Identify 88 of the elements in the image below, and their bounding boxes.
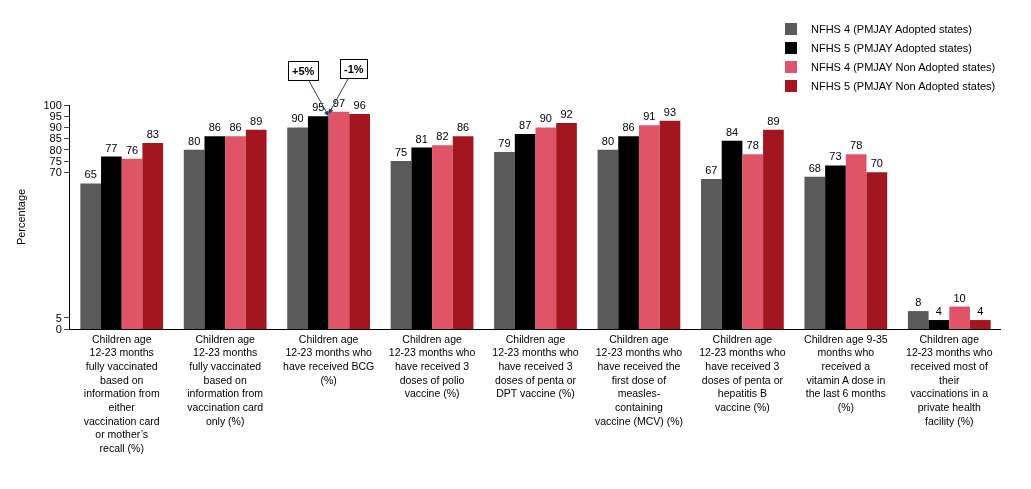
bar xyxy=(597,149,619,329)
bar xyxy=(556,122,577,329)
data-label: 75 xyxy=(394,146,408,158)
data-label: 81 xyxy=(415,132,428,145)
x-tick-label: Children age 12-23 months fully vaccinated based on information from vaccination card only (%) xyxy=(187,332,264,427)
y-tick-label: 75 xyxy=(49,154,62,167)
y-tick-label: 100 xyxy=(43,98,62,111)
bar xyxy=(659,120,681,329)
legend-label: NFHS 5 (PMJAY Non Adopted states) xyxy=(811,80,996,93)
data-label: 79 xyxy=(498,137,511,150)
y-tick-label: 0 xyxy=(55,322,62,335)
data-label: 67 xyxy=(705,163,718,176)
data-label: 92 xyxy=(560,107,573,120)
bar xyxy=(742,154,764,329)
bar xyxy=(142,143,164,329)
data-label: 78 xyxy=(746,139,759,152)
x-tick-label: Children age 12-23 months who have received the first dose of measles-containing vaccine (MCV) (%) xyxy=(594,332,683,427)
bar xyxy=(949,306,970,329)
data-label: 68 xyxy=(808,161,821,174)
data-label: 65 xyxy=(84,168,97,181)
x-tick-label: Children age 12-23 months who have received BCG (%) xyxy=(283,332,375,386)
y-tick-label: 5 xyxy=(55,311,62,324)
bar xyxy=(494,152,515,329)
legend-label: NFHS 4 (PMJAY Non Adopted states) xyxy=(811,61,996,74)
data-label: 86 xyxy=(622,121,635,134)
data-label: 4 xyxy=(935,305,942,318)
bar xyxy=(845,154,867,329)
bar xyxy=(432,145,453,329)
x-tick-label: Children age 12-23 months who have received 3 doses of penta or DPT vaccine (%) xyxy=(492,332,579,400)
data-label: 78 xyxy=(850,139,863,152)
y-tick-label: 80 xyxy=(49,143,62,156)
data-label: 86 xyxy=(208,121,221,134)
bar xyxy=(804,176,826,329)
data-label: 89 xyxy=(767,114,780,127)
bar xyxy=(121,158,143,329)
y-tick-label: 85 xyxy=(49,132,62,145)
data-label: 80 xyxy=(188,134,201,147)
data-label: 87 xyxy=(519,119,532,132)
data-label: 70 xyxy=(870,157,883,170)
bar xyxy=(638,125,660,329)
data-label: 97 xyxy=(332,96,346,109)
x-tick-label: Children age 12-23 months who have received 3 doses of penta or hepatitis B vaccine (%) xyxy=(699,332,786,413)
bar xyxy=(866,172,888,329)
bar xyxy=(969,320,991,329)
data-label: 96 xyxy=(353,98,366,111)
data-label: 93 xyxy=(663,105,677,118)
data-label: 8 xyxy=(915,296,922,309)
x-tick-label: Children age 12-23 months who received most of their vaccinations in a private health facility (%) xyxy=(906,332,993,427)
category-label: Children age 12-23 months fully vaccinated based on information from either vaccination card or mother’s recall (%) xyxy=(83,332,160,454)
data-label: 86 xyxy=(456,121,470,134)
bar xyxy=(245,129,267,329)
x-tick-label: Children age 12-23 months who have received 3 doses of polio vaccine (%) xyxy=(388,332,476,400)
bar xyxy=(390,161,412,329)
data-label: 91 xyxy=(643,110,656,123)
bar xyxy=(349,113,370,329)
data-label: 90 xyxy=(539,112,552,125)
data-label: 90 xyxy=(291,112,304,125)
data-label: 4 xyxy=(977,305,984,318)
bar xyxy=(907,311,929,329)
bar xyxy=(80,183,102,329)
bar xyxy=(328,111,350,329)
bar xyxy=(183,149,205,329)
data-label: 86 xyxy=(229,121,242,134)
y-axis-title: Percentage xyxy=(15,188,28,246)
x-tick-label: Children age 9-35 months who received a vitamin A dose in the last 6 months (%) xyxy=(804,332,888,413)
data-label: 82 xyxy=(436,130,449,143)
y-tick-label: 70 xyxy=(49,166,62,179)
data-label: 76 xyxy=(125,143,139,156)
bar xyxy=(225,136,246,329)
data-label: 95 xyxy=(312,101,325,114)
data-label: 89 xyxy=(250,114,263,127)
data-label: 73 xyxy=(829,150,842,163)
data-label: 84 xyxy=(725,125,739,138)
data-label: 80 xyxy=(601,134,615,147)
bar xyxy=(535,127,557,329)
data-label: 10 xyxy=(953,291,966,304)
legend-label: NFHS 4 (PMJAY Adopted states) xyxy=(811,23,972,36)
bar xyxy=(287,127,308,329)
legend-label: NFHS 5 (PMJAY Adopted states) xyxy=(811,42,972,55)
bar xyxy=(763,129,784,329)
bar xyxy=(452,136,474,329)
data-label: 83 xyxy=(146,128,159,141)
bar xyxy=(701,178,722,329)
annotation: -1% xyxy=(344,63,364,75)
annotation: +5% xyxy=(292,65,315,77)
y-tick-label: 95 xyxy=(49,110,62,123)
y-tick-label: 90 xyxy=(49,121,62,134)
data-label: 77 xyxy=(105,141,118,154)
